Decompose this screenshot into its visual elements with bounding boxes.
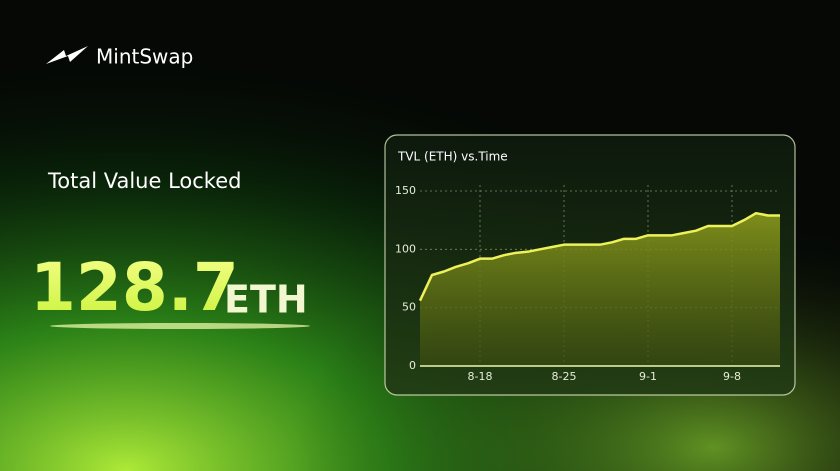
headline-unit: ETH <box>224 278 308 322</box>
x-tick-label: 8-18 <box>468 370 493 383</box>
y-tick-label: 50 <box>402 301 416 314</box>
brand: MintSwap <box>96 45 193 69</box>
highlight <box>50 323 310 329</box>
area <box>420 213 780 366</box>
x-tick-label: 8-25 <box>552 370 577 383</box>
x-tick-label: 9-8 <box>723 370 741 383</box>
headline-label: Total Value Locked <box>47 169 241 193</box>
y-tick-label: 0 <box>409 359 416 372</box>
plot: 0 50 100 150 8-18 8-25 9-1 9-8 <box>395 184 780 383</box>
y-tick-label: 150 <box>395 184 416 197</box>
logo <box>46 46 88 64</box>
line <box>418 211 780 302</box>
y-tick-label: 100 <box>395 242 416 255</box>
chart-title: TVL (ETH) vs.Time <box>397 150 508 164</box>
headline-value: 128.7 <box>30 249 239 326</box>
x-tick-label: 9-1 <box>639 370 657 383</box>
